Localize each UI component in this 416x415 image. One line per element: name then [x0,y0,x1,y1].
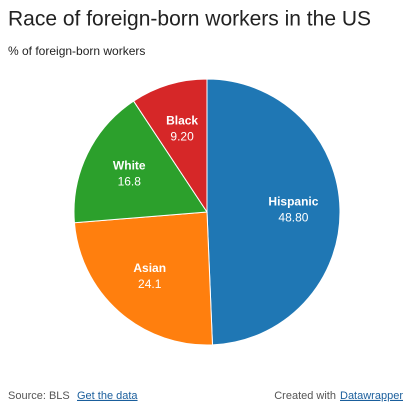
slice-label: Black [166,113,198,127]
pie-slice [132,78,208,214]
value-label: 16.8 [118,174,142,188]
value-label: 24.1 [138,277,162,291]
pie: Hispanic 48.80 Asian 24.1 White 16.8 Black 9.20 [73,78,341,346]
slice-label: White [113,158,146,172]
value-label: 48.80 [278,210,308,224]
pie-slice [73,100,208,224]
chart-title: Race of foreign-born workers in the US [8,8,371,31]
credit: Created with [274,390,336,402]
pie-slice [206,78,341,346]
source-link[interactable]: Get the data [77,390,138,402]
source: Source: BLS [8,390,70,402]
value-label: 9.20 [170,129,194,143]
pie-slice [73,211,214,346]
slice-label: Hispanic [268,194,318,208]
credit-link[interactable]: Datawrapper [340,390,403,402]
slice-label: Asian [133,261,166,275]
chart-subtitle: % of foreign-born workers [8,44,145,58]
